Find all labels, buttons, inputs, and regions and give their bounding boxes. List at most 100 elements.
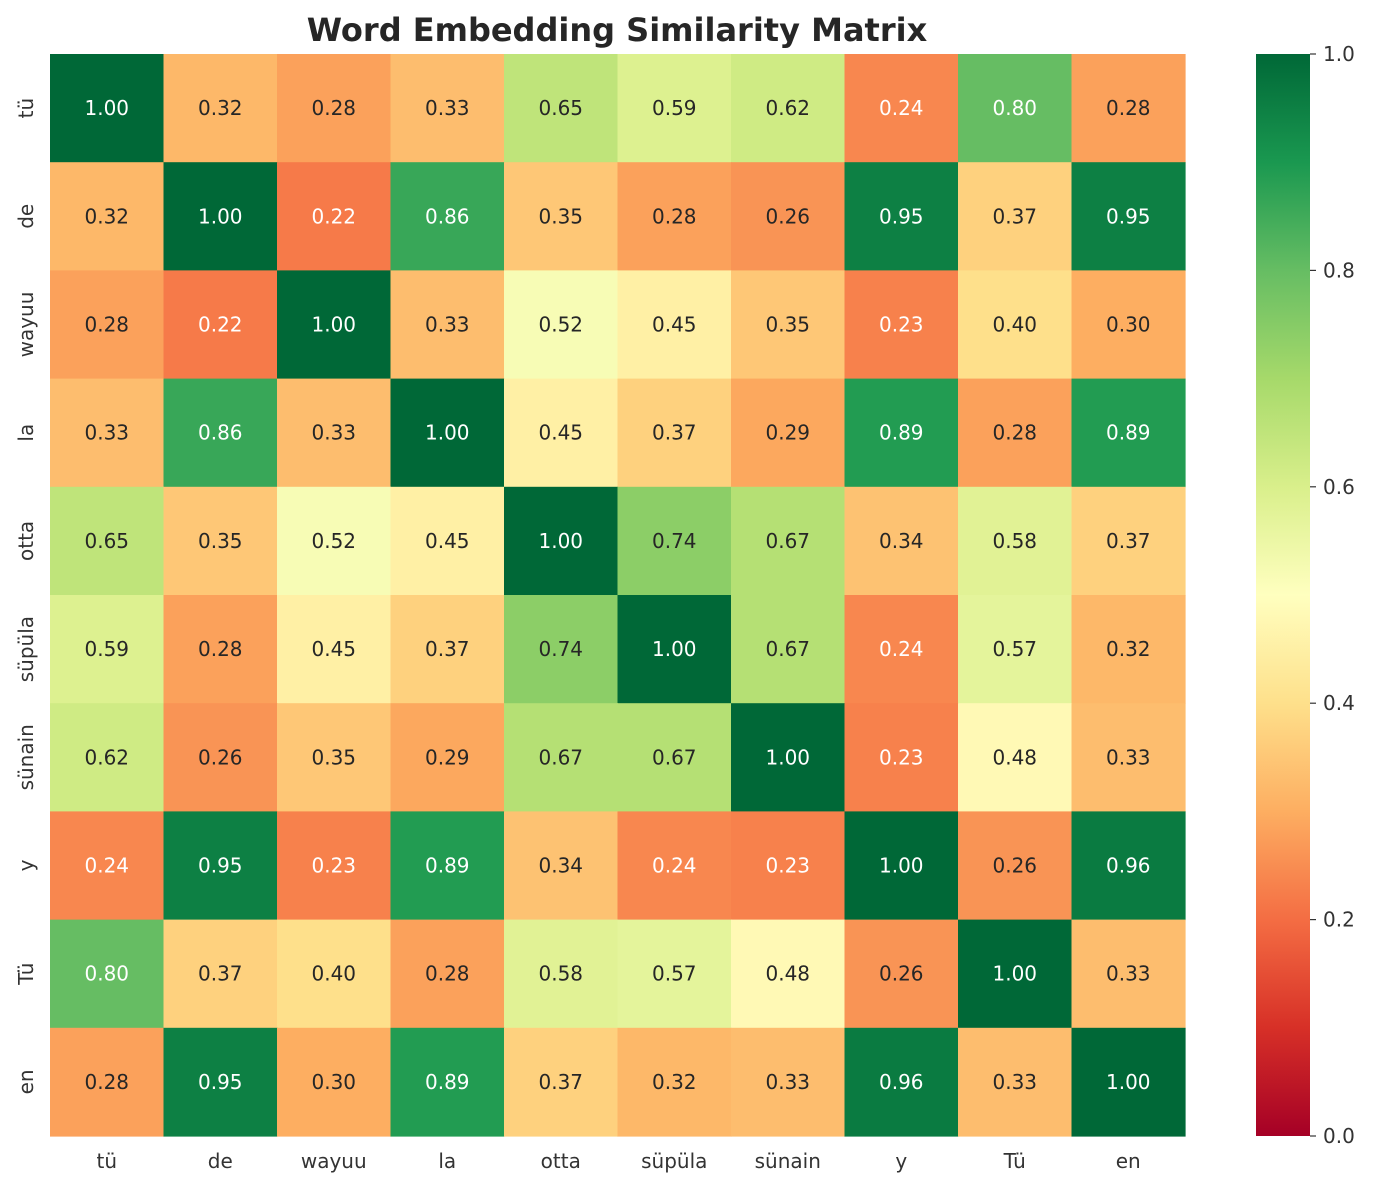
heatmap-cell-tü-de [163,54,278,163]
heatmap-cell-tü-en [1071,54,1186,163]
x-tick-label: süpüla [641,1149,707,1173]
cell-value-label: 0.28 [1106,96,1151,120]
heatmap-cell-otta-en [1071,486,1186,596]
cell-value-label: 1.00 [1106,1070,1151,1094]
colorbar-tick-label: 0.6 [1323,475,1355,499]
cell-value-label: 0.80 [992,96,1037,120]
heatmap-cell-süpüla-la [390,595,505,704]
heatmap-cell-sünain-wayuu [277,703,392,812]
cell-value-label: 0.37 [198,962,243,986]
heatmap-cell-y-wayuu [277,811,392,921]
cell-value-label: 0.30 [311,1070,356,1094]
cell-value-label: 0.22 [311,204,356,228]
heatmap-cell-Tü-otta [504,919,619,1029]
cell-value-label: 0.23 [311,854,356,878]
heatmap-cell-la-la [390,378,505,488]
heatmap-cell-en-Tü [958,1027,1073,1137]
heatmap-cell-la-sünain [731,378,846,488]
cell-value-label: 0.28 [84,1070,129,1094]
cell-value-label: 0.33 [1106,745,1151,769]
colorbar-tick-label: 0.0 [1323,1124,1355,1148]
cell-value-label: 0.23 [879,745,924,769]
heatmap-cell-Tü-tü [50,919,165,1029]
cell-value-label: 0.32 [84,204,129,228]
cell-value-label: 0.37 [992,204,1037,228]
heatmap-cell-otta-otta [504,486,619,596]
heatmap-cell-Tü-y [844,919,959,1029]
cell-value-label: 0.28 [198,637,243,661]
heatmap-cells [50,54,1186,1137]
chart-title: Word Embedding Similarity Matrix [307,11,928,49]
heatmap-cell-en-y [844,1027,959,1137]
cell-value-label: 0.37 [1106,529,1151,553]
cell-value-label: 0.28 [992,421,1037,445]
x-tick-label: y [895,1149,907,1173]
heatmap-cell-en-en [1071,1027,1186,1137]
cell-value-label: 0.48 [765,962,810,986]
cell-value-label: 0.29 [765,421,810,445]
cell-value-label: 0.95 [879,204,924,228]
y-axis-ticks: tü de wayuu la otta süpüla sünain y Tü en [14,98,38,1095]
heatmap-cell-de-sünain [731,162,846,271]
heatmap-cell-y-sünain [731,811,846,921]
x-tick-label: Tü [1003,1149,1026,1173]
cell-value-label: 0.24 [652,854,697,878]
heatmap-cell-y-de [163,811,278,921]
cell-value-label: 0.86 [425,204,470,228]
heatmap-cell-tü-wayuu [277,54,392,163]
cell-value-label: 0.59 [84,637,129,661]
cell-value-label: 0.33 [992,1070,1037,1094]
heatmap-cell-tü-tü [50,54,165,163]
cell-value-label: 1.00 [311,313,356,337]
cell-value-label: 0.45 [425,529,470,553]
cell-value-label: 0.35 [538,204,583,228]
heatmap-cell-otta-y [844,486,959,596]
heatmap-cell-wayuu-otta [504,270,619,380]
cell-value-label: 0.80 [84,962,129,986]
heatmap-cell-sünain-tü [50,703,165,812]
heatmap-cell-wayuu-y [844,270,959,380]
heatmap-cell-süpüla-en [1071,595,1186,704]
cell-value-label: 0.74 [538,637,583,661]
x-tick-label: tü [96,1149,117,1173]
heatmap-cell-la-tü [50,378,165,488]
cell-value-label: 0.33 [425,313,470,337]
heatmap-cell-en-wayuu [277,1027,392,1137]
cell-value-label: 0.26 [765,204,810,228]
heatmap-cell-en-süpüla [617,1027,732,1137]
heatmap-cell-y-otta [504,811,619,921]
heatmap-cell-sünain-süpüla [617,703,732,812]
heatmap-cell-sünain-otta [504,703,619,812]
x-tick-label: wayuu [301,1149,367,1173]
cell-value-label: 0.32 [1106,637,1151,661]
heatmap-cell-la-otta [504,378,619,488]
heatmap-cell-süpüla-Tü [958,595,1073,704]
cell-value-label: 0.45 [652,313,697,337]
heatmap-cell-en-otta [504,1027,619,1137]
heatmap-cell-la-en [1071,378,1186,488]
heatmap-cell-tü-y [844,54,959,163]
y-tick-label: otta [14,521,38,561]
heatmap-cell-la-wayuu [277,378,392,488]
cell-value-label: 0.34 [879,529,924,553]
cell-value-label: 0.48 [992,745,1037,769]
heatmap-cell-en-de [163,1027,278,1137]
heatmap-cell-süpüla-otta [504,595,619,704]
heatmap-cell-sünain-sünain [731,703,846,812]
heatmap-cell-wayuu-en [1071,270,1186,380]
cell-value-label: 0.96 [1106,854,1151,878]
cell-value-label: 1.00 [879,854,924,878]
heatmap-cell-labels: 1.00 0.32 0.28 0.33 0.65 0.59 0.62 0.24 0.80 0.28… [84,96,1150,1094]
cell-value-label: 0.89 [425,854,470,878]
heatmap-cell-Tü-süpüla [617,919,732,1029]
heatmap-cell-tü-Tü [958,54,1073,163]
heatmap-cell-wayuu-süpüla [617,270,732,380]
heatmap-cell-de-süpüla [617,162,732,271]
heatmap-cell-y-en [1071,811,1186,921]
colorbar-tick-label: 1.0 [1323,42,1355,66]
heatmap-cell-de-otta [504,162,619,271]
heatmap-cell-sünain-Tü [958,703,1073,812]
y-tick-label: la [14,424,38,442]
cell-value-label: 0.89 [425,1070,470,1094]
cell-value-label: 0.24 [879,637,924,661]
